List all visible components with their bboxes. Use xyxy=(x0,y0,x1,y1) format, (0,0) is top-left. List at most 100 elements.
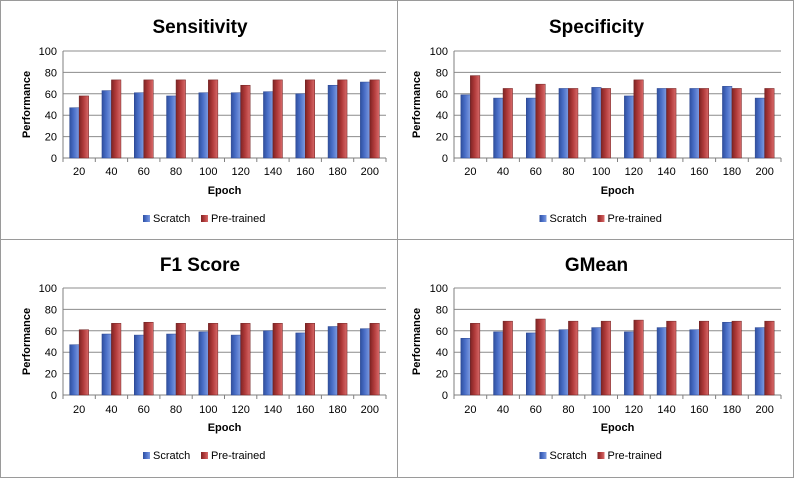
f1-score-bar-scratch-140 xyxy=(263,330,274,396)
gmean-bar-pre-trained-80 xyxy=(568,320,579,396)
sensitivity-bar-scratch-120 xyxy=(230,92,241,159)
f1-score-bar-pre-trained-120 xyxy=(240,323,251,396)
specificity-bar-pre-trained-140 xyxy=(666,88,677,159)
specificity-bar-pre-trained-100 xyxy=(600,88,611,159)
sensitivity-bar-scratch-80 xyxy=(166,95,177,159)
specificity-y-tick-label: 100 xyxy=(430,46,448,58)
f1-score-bar-pre-trained-200 xyxy=(369,323,380,396)
gmean-legend-swatch-pre-trained xyxy=(597,452,605,459)
specificity-legend-label-scratch: Scratch xyxy=(550,213,587,225)
gmean-svg: GMean 0 20 40 60 80 100 20 40 60 80 100 120 140 160 180… xyxy=(411,255,782,462)
specificity-x-tick-label: 160 xyxy=(690,166,708,178)
sensitivity-y-axis-label: Performance xyxy=(21,71,33,138)
sensitivity-x-tick-label: 60 xyxy=(138,166,150,178)
gmean-x-axis-label: Epoch xyxy=(601,422,635,434)
f1-score-bar-pre-trained-160 xyxy=(305,323,315,396)
specificity-legend: Scratch Pre-trained xyxy=(539,213,662,225)
sensitivity-legend: Scratch Pre-trained xyxy=(143,213,265,225)
f1-score-y-tick-label: 100 xyxy=(39,283,57,295)
f1-score-bar-scratch-200 xyxy=(360,328,371,396)
specificity-bar-pre-trained-180 xyxy=(731,88,742,159)
gmean-chart-title: GMean xyxy=(565,255,628,276)
sensitivity-bar-pre-trained-40 xyxy=(111,79,122,159)
gmean-y-tick-label: 80 xyxy=(436,304,448,316)
specificity-bar-pre-trained-120 xyxy=(633,79,644,159)
gmean-bar-pre-trained-120 xyxy=(633,319,644,396)
specificity-bar-pre-trained-200 xyxy=(764,88,775,159)
f1-score-bar-scratch-60 xyxy=(134,334,144,396)
gmean-bar-pre-trained-180 xyxy=(731,320,742,396)
sensitivity-bar-pre-trained-60 xyxy=(143,79,154,159)
sensitivity-x-tick-label: 180 xyxy=(328,166,346,178)
f1-score-x-tick-label: 80 xyxy=(170,404,182,416)
f1-score-bar-pre-trained-20 xyxy=(78,329,89,396)
gmean-legend: Scratch Pre-trained xyxy=(539,450,662,462)
f1-score-x-axis-label: Epoch xyxy=(208,422,242,434)
gmean-y-tick-label: 100 xyxy=(430,283,448,295)
specificity-bar-scratch-20 xyxy=(460,94,471,159)
sensitivity-legend-label-scratch: Scratch xyxy=(153,213,190,225)
specificity-svg: Specificity 0 20 40 60 80 100 20 40 60 80 100 120 140… xyxy=(411,17,782,225)
specificity-legend-swatch-scratch xyxy=(539,215,547,222)
sensitivity-bar-pre-trained-180 xyxy=(337,79,348,159)
specificity-chart-panel: Specificity 0 20 40 60 80 100 20 40 60 80 100 120 140… xyxy=(397,0,794,240)
sensitivity-bar-pre-trained-140 xyxy=(272,79,283,159)
f1-score-bar-pre-trained-100 xyxy=(208,323,219,396)
gmean-x-tick-label: 80 xyxy=(562,404,574,416)
f1-score-bar-scratch-80 xyxy=(166,333,177,396)
sensitivity-bar-scratch-160 xyxy=(295,93,306,159)
f1-score-x-tick-label: 120 xyxy=(231,404,249,416)
specificity-x-tick-label: 20 xyxy=(464,166,476,178)
gmean-y-tick-label: 20 xyxy=(436,369,448,381)
gmean-bar-pre-trained-100 xyxy=(600,320,611,396)
f1-score-y-tick-label: 80 xyxy=(45,304,57,316)
gmean-x-tick-label: 100 xyxy=(592,404,610,416)
sensitivity-y-tick-label: 0 xyxy=(51,153,57,165)
f1-score-x-tick-label: 20 xyxy=(73,404,85,416)
specificity-bar-scratch-100 xyxy=(591,87,602,159)
sensitivity-chart-title: Sensitivity xyxy=(152,17,247,38)
specificity-y-tick-label: 80 xyxy=(436,67,448,79)
sensitivity-x-tick-label: 200 xyxy=(361,166,379,178)
f1-score-y-tick-label: 20 xyxy=(45,369,57,381)
gmean-x-tick-label: 20 xyxy=(464,404,476,416)
gmean-legend-label-scratch: Scratch xyxy=(550,450,587,462)
specificity-legend-swatch-pre-trained xyxy=(597,215,605,222)
specificity-x-tick-label: 140 xyxy=(657,166,675,178)
specificity-x-tick-label: 180 xyxy=(723,166,741,178)
f1-score-y-axis-label: Performance xyxy=(21,308,33,375)
gmean-x-tick-label: 160 xyxy=(690,404,708,416)
sensitivity-bar-scratch-200 xyxy=(360,81,371,159)
f1-score-x-tick-label: 180 xyxy=(328,404,346,416)
specificity-x-tick-label: 200 xyxy=(755,166,773,178)
specificity-bar-pre-trained-20 xyxy=(470,75,481,159)
f1-score-bar-scratch-40 xyxy=(101,333,112,396)
specificity-y-tick-label: 0 xyxy=(442,153,448,165)
sensitivity-bar-pre-trained-120 xyxy=(240,84,251,159)
gmean-y-tick-label: 0 xyxy=(442,390,448,402)
sensitivity-y-tick-label: 100 xyxy=(39,46,57,58)
sensitivity-x-tick-label: 40 xyxy=(105,166,117,178)
f1-score-bar-scratch-100 xyxy=(198,331,209,396)
specificity-y-tick-label: 20 xyxy=(436,132,448,144)
gmean-x-tick-label: 140 xyxy=(657,404,675,416)
gmean-bar-scratch-60 xyxy=(526,332,536,396)
gmean-y-axis-label: Performance xyxy=(411,308,423,375)
sensitivity-x-tick-label: 20 xyxy=(73,166,85,178)
f1-score-x-tick-label: 160 xyxy=(296,404,314,416)
sensitivity-x-tick-label: 160 xyxy=(296,166,314,178)
specificity-x-axis-label: Epoch xyxy=(601,185,635,197)
specificity-bar-pre-trained-80 xyxy=(568,88,579,159)
specificity-bar-scratch-120 xyxy=(624,95,635,159)
f1-score-bar-scratch-120 xyxy=(230,334,241,396)
sensitivity-x-axis-label: Epoch xyxy=(208,185,242,197)
specificity-x-tick-label: 80 xyxy=(562,166,574,178)
gmean-x-tick-label: 40 xyxy=(497,404,509,416)
sensitivity-legend-swatch-pre-trained xyxy=(201,215,208,222)
sensitivity-bar-pre-trained-20 xyxy=(78,95,89,159)
f1-score-legend-swatch-pre-trained xyxy=(201,452,208,459)
sensitivity-bar-scratch-180 xyxy=(327,84,338,159)
gmean-chart-panel: GMean 0 20 40 60 80 100 20 40 60 80 100 120 140 160 180… xyxy=(397,239,794,478)
gmean-bar-pre-trained-20 xyxy=(470,323,481,396)
specificity-bar-scratch-80 xyxy=(558,88,569,159)
